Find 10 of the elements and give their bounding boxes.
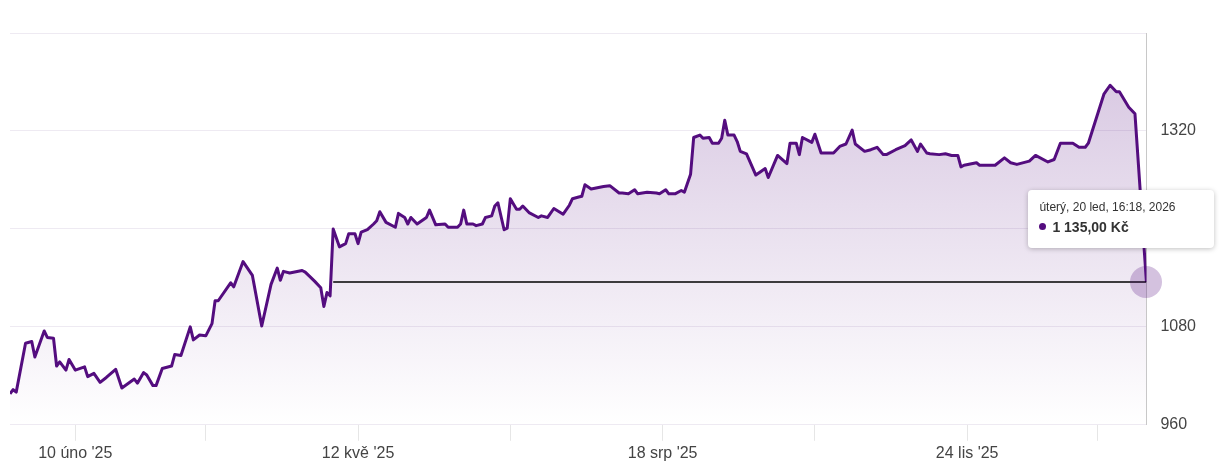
y-tick-label: 960 — [1160, 415, 1188, 433]
x-tick-label: 24 lis '25 — [935, 443, 999, 461]
x-tick-label: 12 kvě '25 — [321, 443, 395, 461]
x-tick-label: 10 úno '25 — [38, 443, 113, 461]
x-tick-label: 18 srp '25 — [627, 443, 698, 461]
y-tick-label: 1320 — [1160, 121, 1197, 139]
annotation: 1 135,00 Kč — [1052, 218, 1129, 235]
annotation: úterý, 20 led, 16:18, 2026 — [1039, 199, 1177, 214]
y-tick-label: 1080 — [1160, 317, 1197, 335]
tooltip-box: úterý, 20 led, 16:18, 2026 1 135,00 Kč — [1028, 189, 1215, 248]
